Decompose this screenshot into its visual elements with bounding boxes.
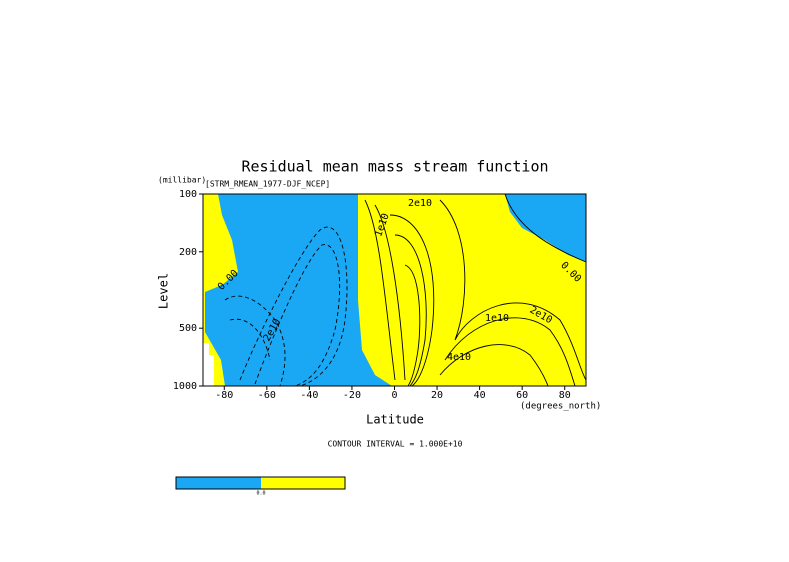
x-tick-label: 80 — [559, 390, 571, 401]
y-tick-label: 500 — [179, 323, 197, 334]
negative-region — [205, 194, 392, 386]
y-unit: (millibar) — [158, 176, 206, 185]
y-tick-label: 1000 — [173, 381, 197, 392]
missing-region — [203, 343, 214, 386]
x-tick-label: 20 — [431, 390, 443, 401]
contour-label: 2e10 — [408, 198, 432, 209]
x-tick-label: -60 — [258, 390, 276, 401]
x-tick-label: 60 — [516, 390, 528, 401]
x-tick-label: -80 — [215, 390, 233, 401]
x-tick-label: 40 — [474, 390, 486, 401]
y-axis-label: Level — [157, 273, 171, 309]
colorbar-positive — [261, 477, 345, 489]
colorbar-frame — [175, 476, 346, 490]
colorbar-negative — [176, 477, 261, 489]
negative-region — [505, 194, 586, 262]
x-unit: (degrees_north) — [520, 402, 601, 412]
y-tick-label: 200 — [179, 247, 197, 258]
contour-label: 1e10 — [485, 313, 509, 324]
chart-title: Residual mean mass stream function — [241, 158, 548, 176]
x-tick-label: -40 — [300, 390, 318, 401]
annotation: CONTOUR INTERVAL = 1.000E+10 — [328, 440, 463, 449]
contour-lines — [224, 193, 587, 387]
x-tick-label: 0 — [391, 390, 397, 401]
y-tick-label: 100 — [179, 189, 197, 200]
contour-label: 4e10 — [447, 352, 471, 363]
colorbar-label: 0.0 — [256, 491, 265, 497]
x-tick-label: -20 — [343, 390, 361, 401]
subtitle: [STRM_RMEAN_1977-DJF_NCEP] — [205, 180, 330, 189]
x-axis-label: Latitude — [366, 413, 424, 427]
